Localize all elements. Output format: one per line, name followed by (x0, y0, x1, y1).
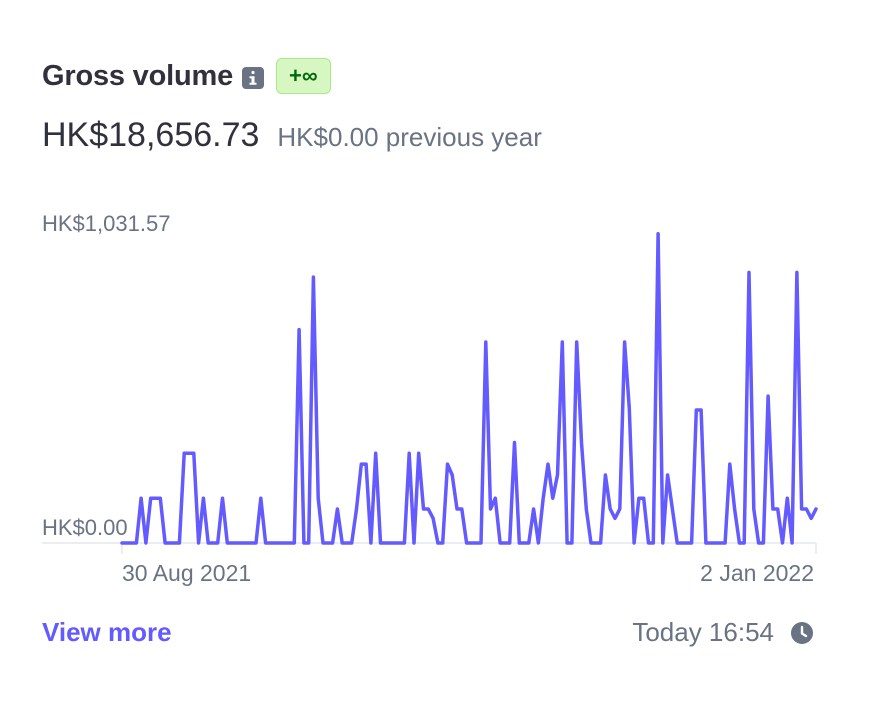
updated-time: Today 16:54 (632, 617, 814, 648)
info-icon[interactable] (242, 67, 264, 89)
clock-icon[interactable] (790, 621, 814, 645)
card-title: Gross volume (42, 59, 233, 92)
series-line (120, 232, 818, 545)
total-amount: HK$18,656.73 (42, 116, 260, 154)
change-badge: +∞ (276, 58, 331, 94)
x-axis-start-label: 30 Aug 2021 (122, 560, 252, 586)
y-axis-min-label: HK$0.00 (42, 515, 128, 540)
view-more-link[interactable]: View more (42, 617, 172, 647)
y-axis-max-label: HK$1,031.57 (42, 211, 171, 236)
x-axis-end-label: 2 Jan 2022 (700, 560, 814, 586)
summary: HK$18,656.73 HK$0.00 previous year (42, 116, 542, 155)
card-header: Gross volume +∞ (42, 58, 331, 94)
updated-time-text: Today 16:54 (632, 617, 774, 647)
previous-period-amount: HK$0.00 previous year (277, 122, 542, 152)
